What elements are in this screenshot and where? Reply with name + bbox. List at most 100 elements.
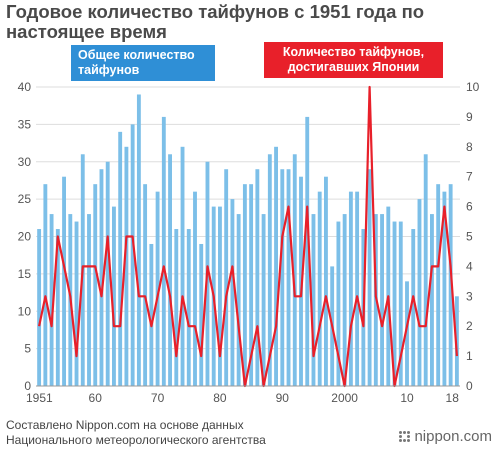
bar (392, 221, 397, 386)
chart-title: Годовое количество тайфунов с 1951 года … (6, 1, 425, 42)
line-series-japan (38, 85, 458, 388)
line-japan (38, 85, 458, 388)
bar (317, 191, 322, 386)
bar (112, 206, 116, 386)
bar (218, 206, 222, 386)
y-right-tick-label: 7 (466, 170, 473, 184)
x-tick-label: 60 (89, 391, 103, 405)
y-right-tick-label: 2 (466, 319, 473, 333)
bar (305, 116, 310, 387)
bar (336, 221, 341, 386)
bar (105, 161, 110, 386)
dots-logo-icon (399, 431, 411, 442)
bar (242, 184, 247, 386)
y-left-tick-label: 5 (24, 342, 31, 356)
bar (118, 131, 123, 386)
bar (448, 184, 453, 386)
x-tick-label: 2000 (331, 391, 358, 405)
bar (261, 214, 266, 386)
bar (193, 191, 197, 386)
y-right-tick-label: 9 (466, 110, 473, 124)
bar (249, 184, 254, 386)
bar (324, 176, 328, 386)
bar (55, 229, 60, 386)
y-right-tick-label: 10 (466, 80, 480, 94)
bar (124, 146, 129, 386)
y-left-tick-label: 20 (18, 230, 32, 244)
x-tick-label: 80 (213, 391, 227, 405)
bar (405, 281, 409, 386)
y-left-tick-label: 40 (18, 80, 32, 94)
bar (442, 191, 447, 386)
y-right-tick-label: 8 (466, 140, 473, 154)
y-left-tick-label: 15 (18, 267, 32, 281)
y-right-tick-label: 4 (466, 259, 473, 273)
bar (74, 221, 79, 386)
bar (411, 229, 416, 386)
y-right-tick-label: 3 (466, 289, 473, 303)
bar (280, 169, 285, 386)
bar (286, 169, 291, 386)
source-line-1: Составлено Nippon.com на основе данных (6, 418, 244, 432)
bar (62, 176, 66, 386)
y-left-tick-label: 35 (18, 117, 32, 131)
bar (161, 116, 166, 387)
source-line-2: Национального метеорологического агентст… (6, 433, 266, 447)
y-right-tick-label: 0 (466, 379, 473, 393)
y-left-tick-label: 10 (18, 304, 32, 318)
bar (292, 154, 297, 386)
bar (143, 184, 148, 386)
y-right-tick-label: 1 (466, 349, 473, 363)
bar (430, 214, 434, 386)
bar (380, 214, 384, 386)
bar (255, 169, 260, 386)
bar (93, 184, 98, 386)
bar (367, 169, 372, 386)
x-tick-label: 70 (151, 391, 165, 405)
bar (180, 146, 185, 386)
bar (224, 169, 229, 386)
bar (342, 214, 347, 386)
bar (274, 146, 278, 386)
bar (155, 191, 160, 386)
y-left-tick-label: 0 (24, 379, 31, 393)
x-tick-label: 10 (400, 391, 414, 405)
callout-total-typhoons: Общее количество тайфунов (71, 45, 215, 81)
bar (49, 214, 54, 386)
bar (355, 191, 360, 386)
bar (37, 229, 42, 386)
x-tick-label: 18 (446, 391, 460, 405)
callout-japan-typhoons: Количество тайфунов, достигавших Японии (264, 42, 443, 78)
bar (149, 243, 154, 386)
bar (87, 214, 91, 386)
bar (398, 221, 403, 386)
bar (43, 184, 48, 386)
bar (236, 214, 241, 386)
bar (168, 154, 172, 386)
y-left-tick-label: 25 (18, 192, 32, 206)
bar (130, 124, 135, 386)
bar (436, 184, 441, 386)
bar-series-total (37, 94, 459, 387)
bar (99, 169, 104, 386)
y-left-tick-label: 30 (18, 155, 32, 169)
y-right-tick-label: 5 (466, 230, 473, 244)
x-tick-label: 1951 (26, 391, 53, 405)
bar (136, 94, 141, 386)
bar (417, 199, 422, 386)
logo-text: nippon.com (414, 428, 492, 445)
bar (186, 229, 191, 386)
bar (267, 154, 272, 386)
bar (174, 229, 179, 386)
x-tick-label: 90 (276, 391, 290, 405)
bar (230, 199, 235, 386)
y-right-tick-label: 6 (466, 200, 473, 214)
axes: 0 5 10 15 20 25 30 35 40 0 1 2 3 4 5 6 7 8 9 10 1951 60 70 80 90… (18, 80, 480, 405)
source-note: Составлено Nippon.com на основе данных Н… (6, 418, 266, 448)
bar (199, 243, 204, 386)
nippon-logo: nippon.com (399, 428, 492, 445)
bar (423, 154, 428, 386)
bar (348, 191, 353, 386)
bar (311, 214, 316, 386)
